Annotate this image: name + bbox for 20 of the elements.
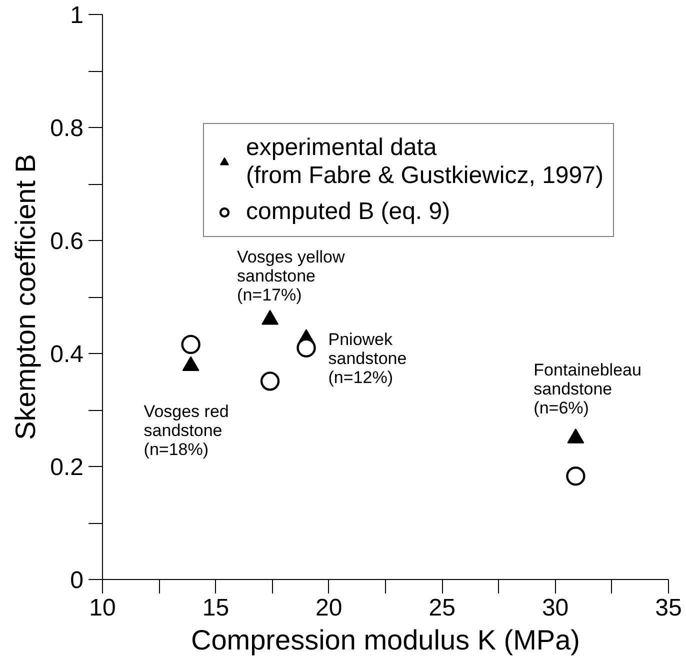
x-axis-title: Compression modulus K (MPa)	[190, 624, 580, 656]
y-tick-label: 0.2	[50, 454, 84, 481]
x-tick-label: 15	[202, 594, 230, 622]
annotation: Vosges yellow sandstone (n=17%)	[237, 248, 346, 305]
annotation: Fontainebleau sandstone (n=6%)	[534, 360, 642, 418]
y-tick-label: 0	[70, 567, 84, 594]
x-tick-label: 20	[316, 594, 342, 622]
legend-label: experimental data (from Fabre & Gustkiewicz, 1997)	[246, 134, 604, 190]
annotation: Vosges red sandstone (n=18%)	[144, 402, 229, 459]
y-tick-label: 1	[70, 2, 84, 29]
y-axis-title: Skempton coefficient B	[10, 154, 42, 440]
x-tick-label: 25	[428, 594, 456, 622]
x-tick-label: 10	[89, 594, 116, 622]
annotation: Pniowek sandstone (n=12%)	[328, 330, 407, 387]
y-tick-label: 0.8	[50, 115, 84, 142]
y-tick-label: 0.4	[50, 341, 84, 368]
y-tick-label: 0.6	[50, 228, 84, 255]
legend-label: computed B (eq. 9)	[246, 198, 450, 226]
x-tick-label: 30	[542, 594, 569, 622]
x-tick-label: 35	[655, 594, 682, 622]
